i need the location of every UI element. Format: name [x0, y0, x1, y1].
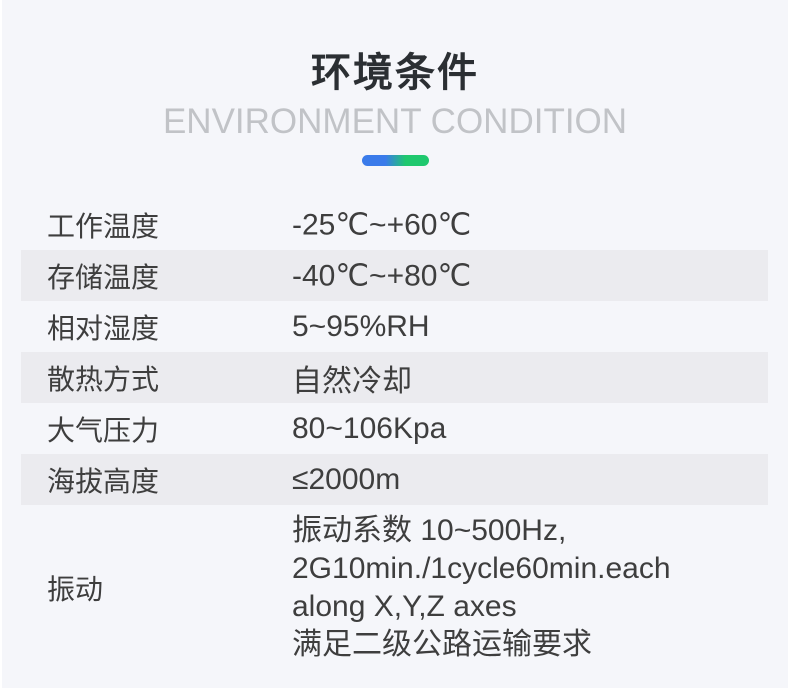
row-value: 80~106Kpa: [292, 411, 447, 445]
row-label: 振动: [47, 573, 104, 606]
table-row: 海拔高度 ≤2000m: [21, 454, 768, 505]
table-row: 工作温度 -25℃~+60℃: [21, 199, 768, 250]
table-row: 振动 振动系数 10~500Hz, 2G10min./1cycle60min.e…: [21, 505, 768, 671]
value-line: 满足二级公路运输要求: [292, 628, 592, 661]
row-value: 自然冷却: [292, 364, 412, 398]
value-line: along X,Y,Z axes: [292, 590, 517, 623]
row-value: ≤2000m: [292, 462, 401, 496]
spec-table: 工作温度 -25℃~+60℃ 存储温度 -40℃~+80℃ 相对湿度 5~95%RH …: [21, 199, 768, 671]
value-line: 振动系数 10~500Hz,: [292, 514, 567, 547]
row-value: 振动系数 10~500Hz, 2G10min./1cycle60min.each…: [292, 512, 671, 664]
page-title: 环境条件: [311, 50, 479, 96]
row-label: 工作温度: [47, 209, 160, 243]
row-value: 5~95%RH: [292, 309, 430, 343]
row-label: 散热方式: [47, 362, 160, 396]
row-value: -40℃~+80℃: [292, 259, 472, 292]
table-row: 相对湿度 5~95%RH: [21, 301, 768, 352]
row-label: 相对湿度: [47, 311, 160, 345]
row-value: -25℃~+60℃: [292, 208, 472, 241]
accent-bar: [362, 155, 429, 166]
row-label: 存储温度: [47, 260, 160, 294]
page-subtitle: ENVIRONMENT CONDITION: [162, 102, 628, 141]
row-label: 海拔高度: [47, 464, 160, 498]
row-label: 大气压力: [47, 413, 160, 447]
value-line: 2G10min./1cycle60min.each: [292, 552, 671, 585]
table-row: 大气压力 80~106Kpa: [21, 403, 768, 454]
table-row: 存储温度 -40℃~+80℃: [21, 250, 768, 301]
table-row: 散热方式 自然冷却: [21, 352, 768, 403]
